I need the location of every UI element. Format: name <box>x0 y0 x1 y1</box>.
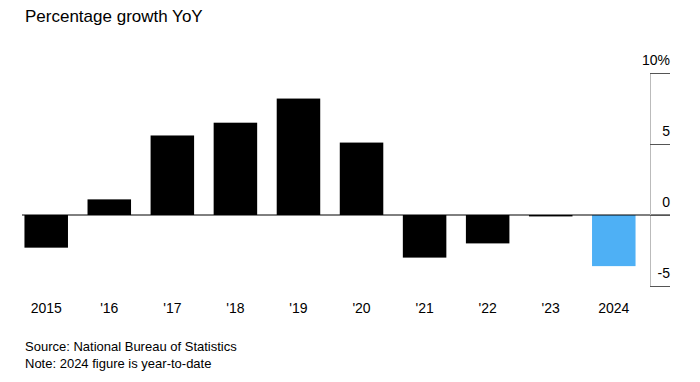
tick-mark <box>650 286 670 287</box>
chart: Percentage growth YoY 10% 5 0 -5 2015 '16 '17 '1… <box>0 0 700 382</box>
tick: '16 <box>100 300 118 316</box>
tick: 10% <box>642 52 670 73</box>
tick: '19 <box>289 300 307 316</box>
tick: '23 <box>542 300 560 316</box>
baseline <box>22 215 670 216</box>
bar <box>24 215 68 248</box>
tick-label: '20 <box>352 300 370 316</box>
tick: 0 <box>650 194 670 215</box>
tick-label: '17 <box>163 300 181 316</box>
bar <box>214 123 258 215</box>
axis-line <box>651 74 671 287</box>
bar <box>403 215 447 258</box>
tick-label: -5 <box>658 265 671 281</box>
tick-mark <box>650 215 670 216</box>
tick: '21 <box>415 300 433 316</box>
bar <box>151 135 195 215</box>
tick: '17 <box>163 300 181 316</box>
tick: 5 <box>650 123 670 144</box>
tick: 2024 <box>598 300 629 316</box>
bar <box>592 215 636 266</box>
annotation: Note: 2024 figure is year-to-date <box>25 356 211 371</box>
tick: 2015 <box>31 300 62 316</box>
tick-label: '19 <box>289 300 307 316</box>
tick-label: '22 <box>479 300 497 316</box>
tick-label: 0 <box>662 194 670 210</box>
tick-label: 2015 <box>31 300 62 316</box>
tick-label: '21 <box>415 300 433 316</box>
bar <box>340 143 384 215</box>
tick-label: 5 <box>662 123 670 139</box>
x-axis: 2015 '16 '17 '18 '19 '20 '21 '22 '23 2024 <box>31 300 630 316</box>
tick: '22 <box>479 300 497 316</box>
tick-label: '18 <box>226 300 244 316</box>
tick: '18 <box>226 300 244 316</box>
title: Percentage growth YoY <box>25 7 203 26</box>
tick: '20 <box>352 300 370 316</box>
tick-label: 10% <box>642 52 670 68</box>
tick-label: '16 <box>100 300 118 316</box>
bar <box>277 99 321 215</box>
tick-label: '23 <box>542 300 560 316</box>
tick-mark <box>650 144 670 145</box>
tick-label: 2024 <box>598 300 629 316</box>
annotation: Source: National Bureau of Statistics <box>25 339 237 354</box>
y-axis: 10% 5 0 -5 <box>642 52 670 286</box>
bar <box>88 199 132 215</box>
bar <box>466 215 510 243</box>
tick-mark <box>650 73 670 74</box>
tick: -5 <box>650 265 670 286</box>
bars <box>24 99 635 267</box>
